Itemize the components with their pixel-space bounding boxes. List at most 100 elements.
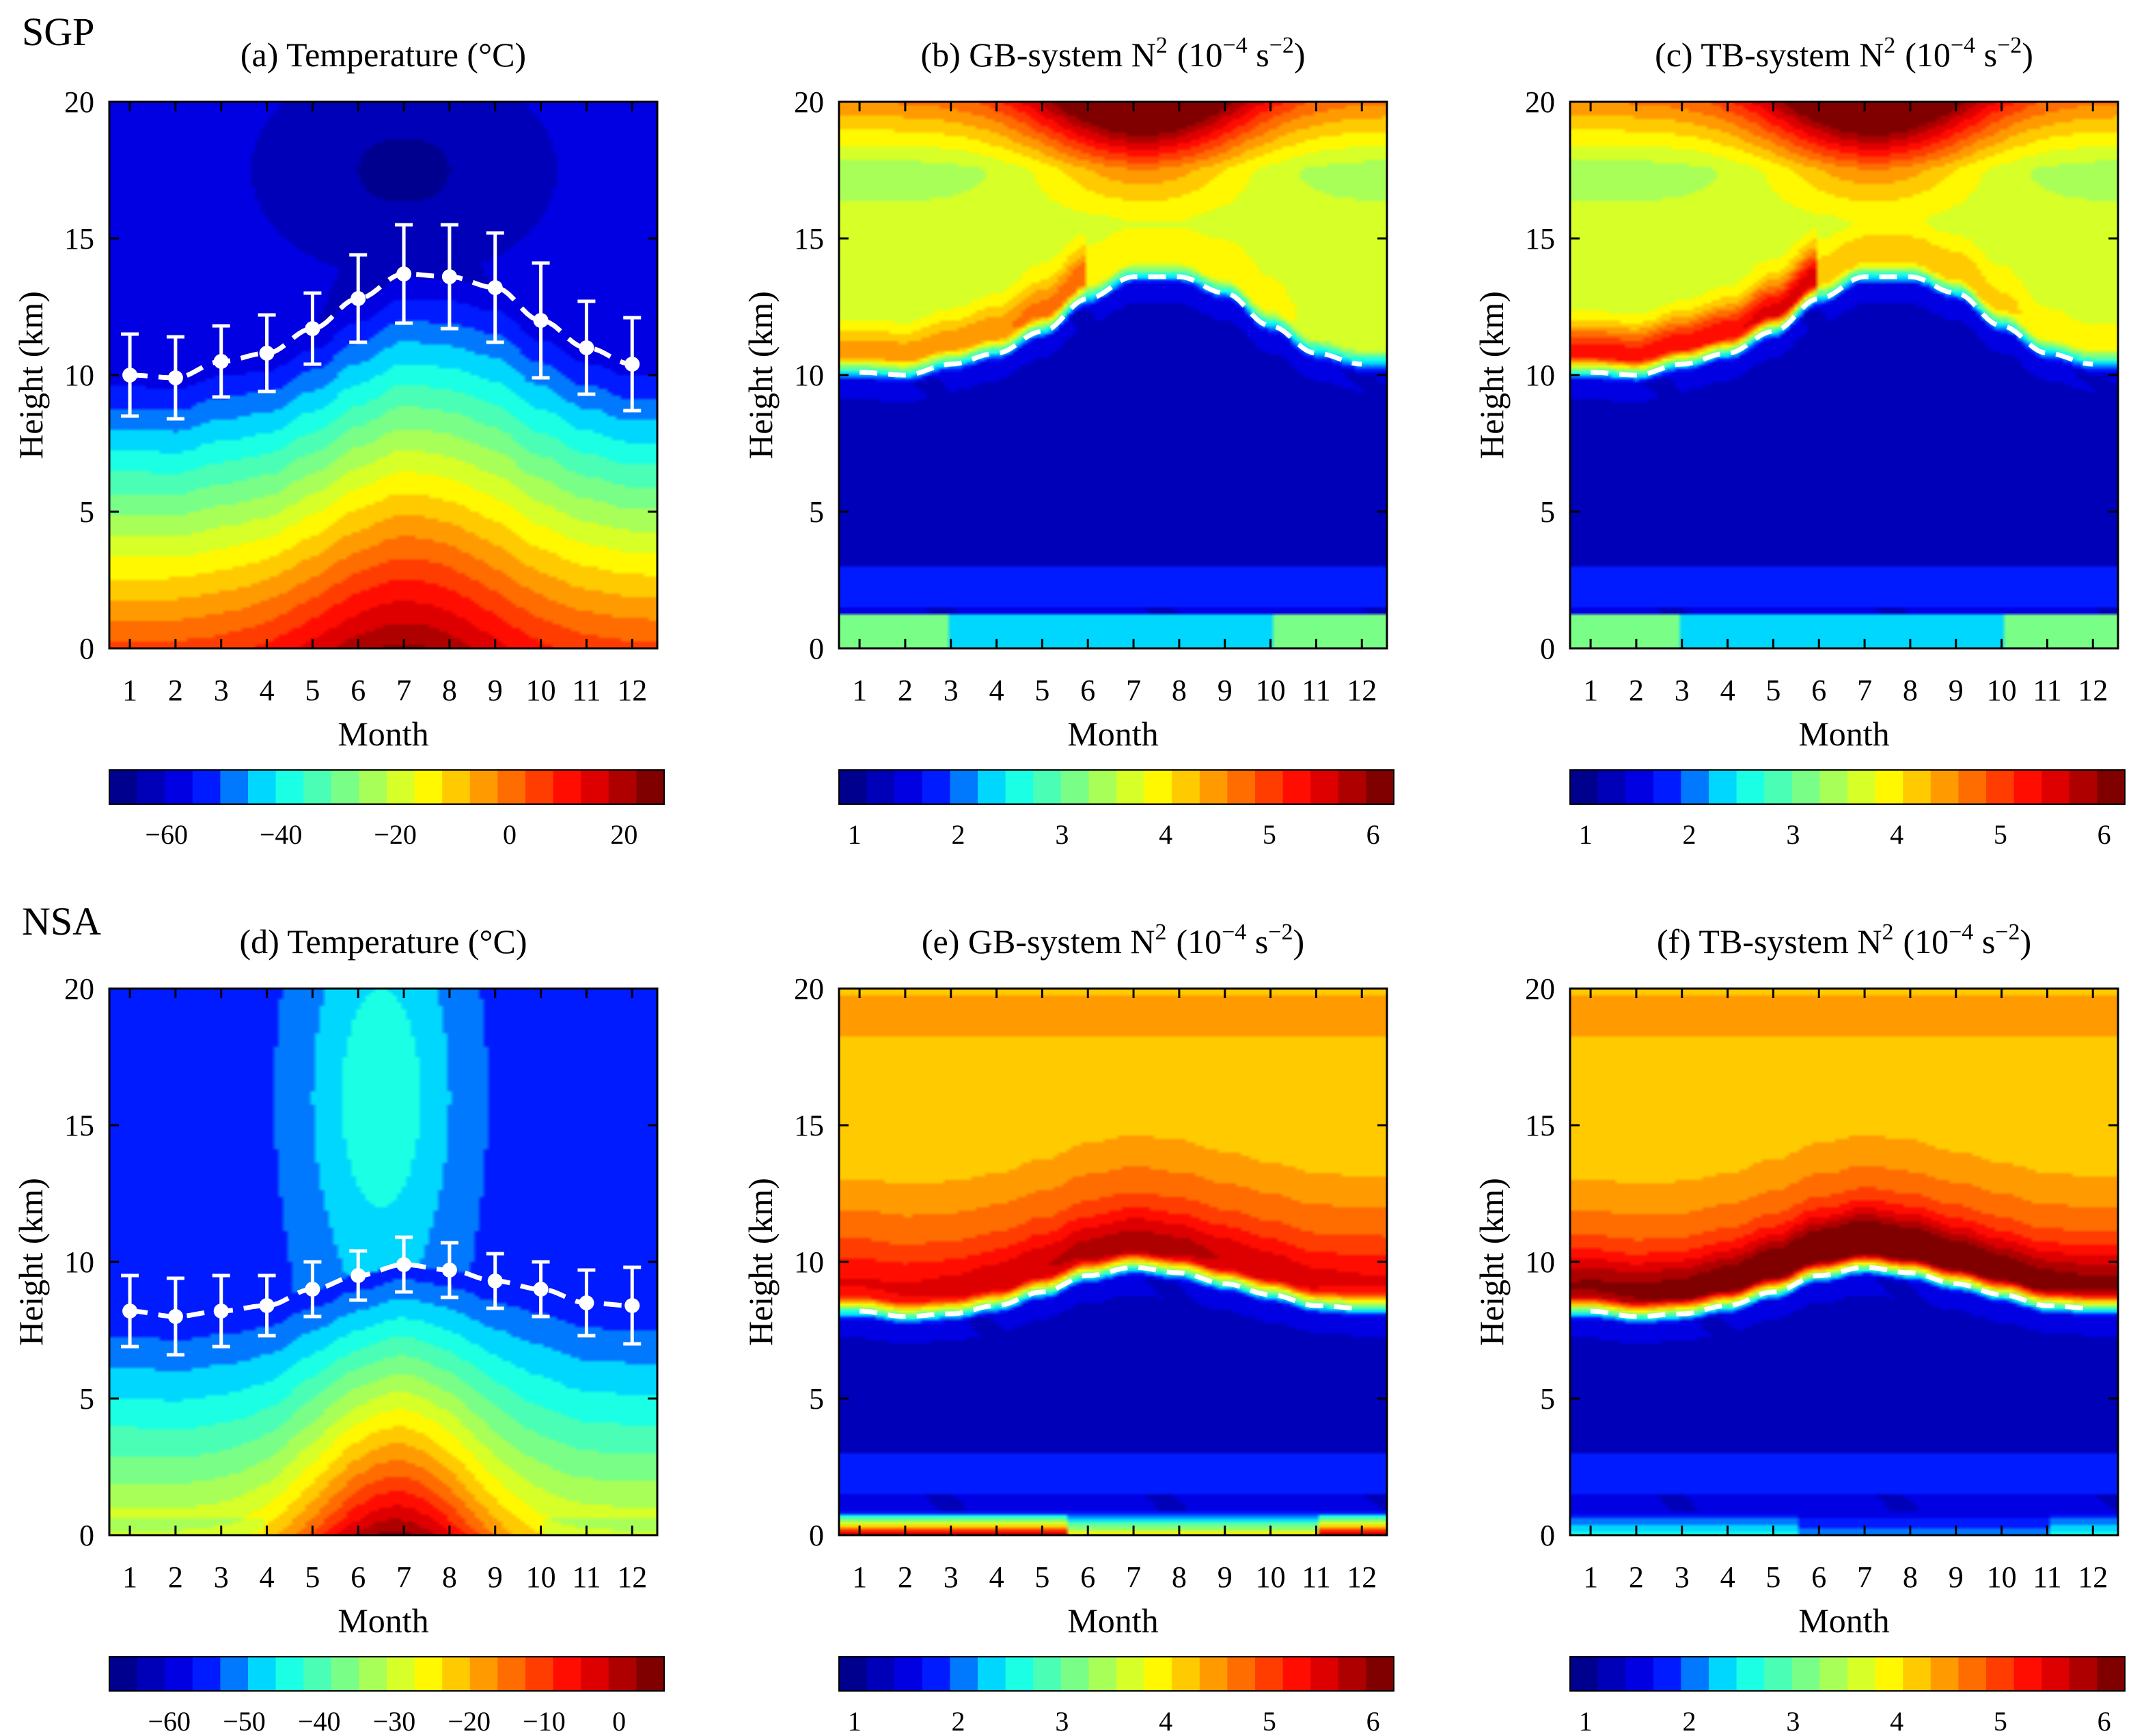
y-tick-label: 15 bbox=[64, 222, 94, 256]
colorbar-tick-label: 6 bbox=[2098, 1706, 2111, 1736]
colorbar-segment bbox=[978, 1657, 1006, 1691]
panel-title: (c) TB-system N2 (10−4 s−2) bbox=[1655, 33, 2033, 74]
colorbar-tick-label: 6 bbox=[2098, 819, 2111, 850]
y-tick-label: 10 bbox=[1525, 1245, 1555, 1279]
colorbar-segment bbox=[1116, 770, 1145, 804]
x-tick-label: 11 bbox=[1302, 1560, 1330, 1594]
data-point bbox=[487, 1273, 503, 1289]
x-tick-label: 12 bbox=[1347, 1560, 1377, 1594]
title-part: (f) bbox=[1657, 922, 1691, 961]
x-tick-label: 11 bbox=[572, 674, 601, 707]
y-tick-label: 15 bbox=[794, 222, 824, 256]
x-tick-label: 5 bbox=[305, 674, 320, 707]
x-tick-label: 8 bbox=[1172, 1560, 1187, 1594]
colorbar-tick-label: 1 bbox=[848, 1706, 862, 1736]
colorbar-tick-label: −30 bbox=[373, 1706, 416, 1736]
colorbar-segment bbox=[1681, 770, 1709, 804]
colorbar-frame bbox=[838, 1656, 1394, 1692]
colorbar-segment bbox=[497, 1657, 526, 1691]
colorbar-frame bbox=[109, 769, 665, 805]
colorbar-segment bbox=[192, 1657, 221, 1691]
title-part: (b) bbox=[920, 36, 960, 74]
colorbar-segment bbox=[303, 770, 332, 804]
title-part: GB-system N bbox=[969, 36, 1156, 74]
title-part: ) bbox=[1294, 36, 1306, 74]
data-point bbox=[624, 357, 640, 372]
title-part: −4 bbox=[1949, 920, 1973, 945]
colorbar-tick-label: 2 bbox=[952, 1706, 965, 1736]
x-tick-label: 7 bbox=[396, 674, 411, 707]
colorbar-segment bbox=[1847, 1657, 1876, 1691]
colorbar-segment bbox=[1227, 1657, 1256, 1691]
data-point bbox=[213, 1304, 229, 1319]
colorbar-segment bbox=[1764, 770, 1793, 804]
colorbar-segment bbox=[581, 1657, 609, 1691]
colorbar-segment bbox=[1875, 770, 1903, 804]
title-part: (10 bbox=[1176, 922, 1222, 961]
x-axis-label: Month bbox=[1798, 715, 1889, 753]
colorbar-segment bbox=[1310, 770, 1339, 804]
x-tick-label: 6 bbox=[350, 674, 366, 707]
colorbar-segment bbox=[1625, 770, 1654, 804]
colorbar-segment bbox=[839, 770, 868, 804]
y-tick-label: 0 bbox=[79, 1519, 94, 1552]
colorbar-tick-label: −60 bbox=[148, 1706, 191, 1736]
x-tick-label: 4 bbox=[1720, 674, 1735, 707]
y-axis-label: Height (km) bbox=[12, 291, 50, 459]
colorbar-segment bbox=[1172, 770, 1200, 804]
colorbar-segment bbox=[1310, 1657, 1339, 1691]
colorbar-segment bbox=[1227, 770, 1256, 804]
row-label-nsa: NSA bbox=[22, 899, 101, 943]
x-tick-label: 6 bbox=[1080, 674, 1095, 707]
data-point bbox=[533, 1282, 549, 1297]
x-tick-label: 3 bbox=[1675, 674, 1690, 707]
x-tick-label: 5 bbox=[305, 1560, 320, 1594]
heatmap-field bbox=[1570, 102, 2118, 648]
title-part: (e) bbox=[922, 922, 960, 961]
colorbar-frame bbox=[1569, 1656, 2126, 1692]
colorbar-segment bbox=[359, 1657, 387, 1691]
colorbar-tick-label: 6 bbox=[1366, 819, 1380, 850]
x-tick-label: 3 bbox=[944, 674, 959, 707]
heatmap-field bbox=[109, 989, 657, 1535]
colorbar-segment bbox=[2069, 770, 2098, 804]
title-part: ) bbox=[1293, 922, 1304, 961]
colorbar-tick-label: 3 bbox=[1055, 1706, 1069, 1736]
title-part: −2 bbox=[1995, 920, 2020, 945]
title-part: 2 bbox=[1884, 33, 1895, 58]
colorbar-segment bbox=[1791, 1657, 1820, 1691]
x-tick-label: 8 bbox=[1172, 674, 1187, 707]
y-tick-label: 0 bbox=[79, 632, 94, 665]
x-axis-label: Month bbox=[338, 1601, 428, 1640]
colorbar-segment bbox=[442, 1657, 471, 1691]
colorbar-tick-label: 6 bbox=[1366, 1706, 1380, 1736]
data-point bbox=[122, 1304, 138, 1319]
panel-title: (d) Temperature (°C) bbox=[240, 922, 527, 961]
colorbar-segment bbox=[636, 1657, 665, 1691]
title-part: (a) bbox=[240, 36, 279, 74]
colorbar-segment bbox=[1847, 770, 1876, 804]
colorbar-segment bbox=[1958, 770, 1987, 804]
colorbar-segment bbox=[1625, 1657, 1654, 1691]
colorbar-segment bbox=[525, 770, 554, 804]
colorbar-segment bbox=[978, 770, 1006, 804]
colorbar-segment bbox=[1570, 770, 1599, 804]
data-point bbox=[396, 1257, 412, 1272]
colorbar-segment bbox=[137, 1657, 165, 1691]
title-part: 2 bbox=[1882, 920, 1893, 945]
colorbar-segment bbox=[1366, 1657, 1394, 1691]
colorbar-segment bbox=[922, 1657, 950, 1691]
colorbar-segment bbox=[137, 770, 165, 804]
colorbar-segment bbox=[1144, 1657, 1172, 1691]
colorbar-tick-label: 3 bbox=[1786, 819, 1800, 850]
colorbar-segment bbox=[1060, 1657, 1089, 1691]
colorbar-segment bbox=[1597, 1657, 1626, 1691]
title-part: (c) bbox=[1655, 36, 1693, 74]
x-axis-label: Month bbox=[1067, 715, 1158, 753]
data-point bbox=[305, 1282, 320, 1297]
colorbar-segment bbox=[387, 1657, 415, 1691]
